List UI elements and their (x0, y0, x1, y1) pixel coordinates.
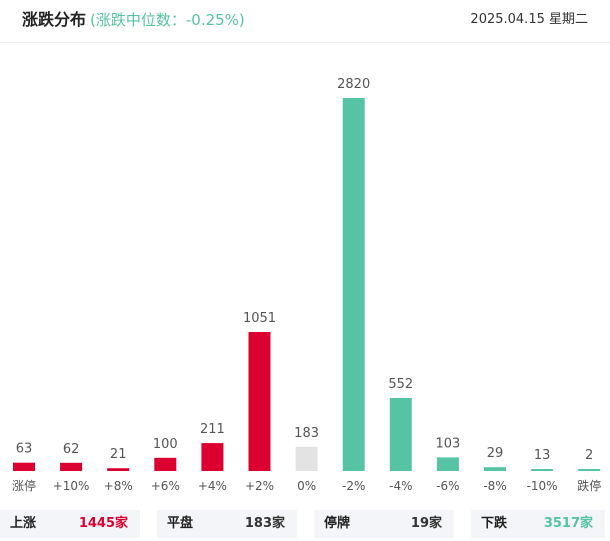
category-label-2: +8% (104, 479, 133, 493)
category-label-4: +4% (198, 479, 227, 493)
value-label-10: 29 (487, 446, 504, 461)
bar-6 (295, 446, 318, 471)
summary-suspended: 停牌 19家 (314, 510, 454, 538)
value-label-9: 103 (435, 436, 460, 451)
summary-up: 上涨 1445家 (0, 510, 140, 538)
category-label-0: 涨停 (12, 478, 36, 493)
bar-11 (531, 469, 554, 471)
category-label-5: +2% (245, 479, 274, 493)
bar-1 (60, 462, 83, 471)
bar-9 (436, 457, 459, 471)
bar-2 (107, 468, 130, 471)
distribution-bar-chart: 63 涨停 62 +10% 21 +8% 100 +6% 211 +4% 1051 +2% 183 0% 2… (12, 77, 601, 493)
median-change-subtitle: (涨跌中位数：-0.25%) (90, 11, 245, 29)
category-label-9: -6% (436, 479, 459, 493)
bar-10 (484, 467, 506, 471)
category-label-7: -2% (342, 479, 365, 493)
category-label-6: 0% (297, 479, 316, 493)
page-title: 涨跌分布 (涨跌中位数：-0.25%) (22, 6, 245, 30)
value-label-1: 62 (63, 442, 80, 457)
summary-flat-value: 183家 (244, 516, 285, 531)
date-label: 2025.04.15 星期二 (470, 12, 588, 27)
value-label-7: 2820 (337, 77, 370, 92)
summary-flat-label: 平盘 (167, 516, 194, 531)
summary-bar: 上涨 1445家 平盘 183家 停牌 19家 下跌 3517家 (0, 510, 610, 538)
summary-down: 下跌 3517家 (471, 510, 605, 538)
category-label-11: -10% (527, 479, 558, 493)
summary-down-value: 3517家 (543, 516, 593, 531)
summary-flat: 平盘 183家 (157, 510, 297, 538)
category-label-1: +10% (53, 479, 90, 493)
summary-down-label: 下跌 (481, 516, 508, 531)
summary-suspended-label: 停牌 (324, 516, 351, 531)
bar-12 (578, 469, 601, 471)
bar-3 (154, 457, 177, 471)
category-label-12: 跌停 (577, 478, 601, 493)
value-label-11: 13 (534, 448, 551, 463)
value-label-8: 552 (388, 377, 413, 392)
value-label-0: 63 (16, 442, 33, 457)
bar-8 (389, 398, 412, 471)
value-label-2: 21 (110, 447, 127, 462)
value-label-6: 183 (294, 426, 319, 441)
category-label-10: -8% (483, 479, 506, 493)
bar-4 (201, 443, 224, 471)
value-label-4: 211 (200, 422, 225, 437)
chart-title: 涨跌分布 (22, 10, 87, 29)
summary-up-value: 1445家 (78, 516, 128, 531)
summary-suspended-value: 19家 (410, 516, 442, 531)
summary-up-label: 上涨 (10, 516, 37, 531)
value-label-12: 2 (585, 448, 593, 463)
category-label-3: +6% (151, 479, 180, 493)
header: 涨跌分布 (涨跌中位数：-0.25%) 2025.04.15 星期二 (0, 0, 610, 43)
value-label-5: 1051 (243, 311, 276, 326)
value-label-3: 100 (153, 437, 178, 452)
bar-7 (342, 98, 365, 471)
category-label-8: -4% (389, 479, 412, 493)
bar-0 (13, 462, 35, 471)
bar-5 (248, 332, 271, 471)
